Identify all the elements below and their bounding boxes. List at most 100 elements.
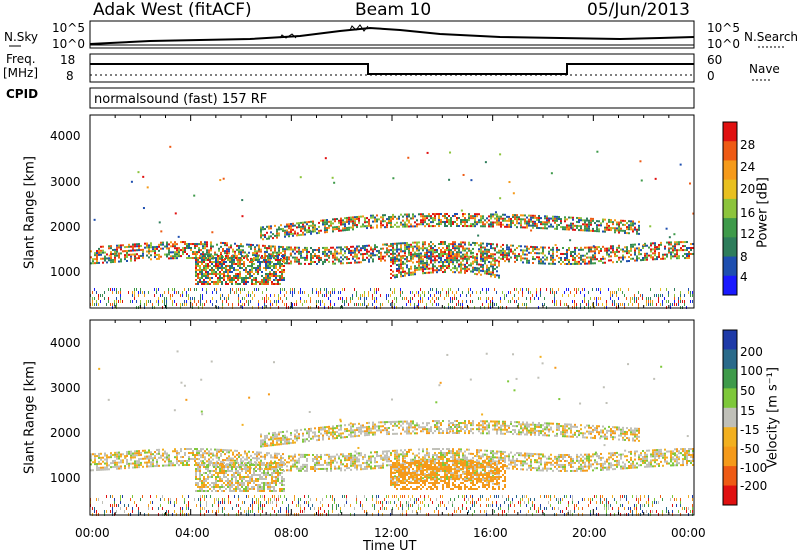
power-scatter-cell <box>466 255 468 258</box>
power-scatter-cell <box>566 248 568 251</box>
velocity-scatter-cell <box>102 456 104 459</box>
power-scatter-cell <box>260 248 262 251</box>
power-scatter-cell <box>360 253 362 256</box>
power-scatter-cell <box>542 246 544 249</box>
power-scatter-cell <box>205 281 207 283</box>
power-scatter-cell <box>668 291 669 294</box>
power-scatter-cell <box>618 231 620 234</box>
velocity-scatter-cell <box>146 465 148 468</box>
velocity-scatter-cell <box>168 454 170 457</box>
power-scatter-cell <box>221 267 223 269</box>
power-scatter-cell <box>446 225 448 228</box>
power-scatter-cell <box>292 228 294 231</box>
power-scatter-cell <box>558 248 560 251</box>
power-scatter-cell <box>440 253 442 256</box>
power-scatter-cell <box>274 249 276 252</box>
velocity-scatter-cell <box>168 501 169 504</box>
velocity-scatter-cell <box>168 458 170 461</box>
velocity-scatter-cell <box>106 468 108 471</box>
power-scatter-cell <box>444 215 446 218</box>
power-scatter-cell <box>269 273 271 275</box>
power-scatter-cell <box>128 291 129 294</box>
power-scatter-cell <box>320 229 322 232</box>
date-title: 05/Jun/2013 <box>587 0 690 20</box>
velocity-scatter-cell <box>416 501 417 504</box>
power-scatter-cell <box>576 262 578 265</box>
power-scatter-cell <box>261 279 263 281</box>
power-scatter-cell <box>400 242 402 245</box>
power-scatter-cell <box>606 226 608 229</box>
velocity-scatter-cell <box>568 504 569 507</box>
power-scatter-cell <box>292 294 293 297</box>
power-scatter-cell <box>320 258 322 261</box>
power-scatter-cell <box>114 256 116 259</box>
power-scatter-cell <box>209 261 211 263</box>
power-scatter-cell <box>620 221 622 224</box>
velocity-scatter-cell <box>396 504 397 507</box>
power-scatter-cell <box>316 232 318 235</box>
velocity-scatter-cell <box>398 498 399 501</box>
power-scatter-cell <box>590 256 592 259</box>
power-scatter-cell <box>476 255 478 258</box>
velocity-scatter-cell <box>158 448 160 451</box>
power-scatter-cell <box>257 271 259 273</box>
power-scatter-cell <box>578 229 580 232</box>
power-scatter-cell <box>400 246 402 249</box>
power-scatter-cell <box>412 261 414 264</box>
power-scatter-cell <box>612 300 613 303</box>
power-scatter-cell <box>628 224 630 227</box>
power-scatter-cell <box>215 281 217 283</box>
power-scatter-cell <box>622 229 624 232</box>
velocity-scatter-cell <box>116 457 118 460</box>
power-scatter-cell <box>392 217 394 220</box>
power-scatter-cell <box>452 241 454 244</box>
power-scatter-cell <box>568 294 569 297</box>
power-scatter-cell <box>466 260 468 263</box>
power-scatter-cell <box>440 241 442 244</box>
power-scatter-cell <box>490 253 492 256</box>
power-scatter-cell <box>630 243 632 246</box>
power-scatter-cell <box>554 244 557 247</box>
power-scatter-cell <box>108 247 110 250</box>
power-scatter-cell <box>564 291 565 294</box>
power-scatter-cell <box>211 277 213 279</box>
velocity-scatter-cell <box>272 495 273 498</box>
power-scatter-cell <box>428 251 430 254</box>
power-scatter-cell <box>208 251 210 254</box>
power-scatter-cell <box>168 291 169 294</box>
xtick: 12:00 <box>374 526 409 540</box>
velocity-scatter-cell <box>138 462 140 465</box>
velocity-scatter-cell <box>486 504 487 507</box>
power-scatter-cell <box>388 251 390 254</box>
power-scatter-cell <box>130 245 132 248</box>
velocity-scatter-cell <box>464 495 465 498</box>
power-scatter-cell <box>229 275 231 277</box>
power-scatter-cell <box>638 251 640 254</box>
power-scatter-cell <box>674 300 675 303</box>
power-scatter-cell <box>444 213 446 216</box>
power-scatter-cell <box>680 297 681 300</box>
velocity-scatter-cell <box>140 498 141 501</box>
power-scatter-cell <box>346 258 348 261</box>
velocity-scatter-cell <box>508 510 509 513</box>
freq-trace <box>90 63 694 75</box>
power-scatter-cell <box>170 245 172 248</box>
power-scatter-cell <box>368 222 370 225</box>
power-scatter-cell <box>606 253 608 256</box>
power-scatter-cell <box>658 255 660 258</box>
power-scatter-cell <box>658 300 659 303</box>
power-scatter-cell <box>582 248 584 251</box>
velocity-scatter-cell <box>240 507 241 510</box>
power-scatter-cell <box>136 243 138 246</box>
velocity-scatter-cell <box>402 510 403 513</box>
power-scatter-cell <box>482 260 484 263</box>
power-scatter-cell <box>225 265 227 267</box>
power-scatter-cell <box>592 245 595 248</box>
velocity-scatter-cell <box>626 495 627 498</box>
power-scatter-cell <box>532 224 534 227</box>
power-scatter-cell <box>255 281 257 283</box>
power-scatter-cell <box>386 297 387 300</box>
power-scatter-cell <box>132 294 133 297</box>
velocity-scatter-cell <box>488 504 489 507</box>
velocity-scatter-cell <box>200 454 202 457</box>
